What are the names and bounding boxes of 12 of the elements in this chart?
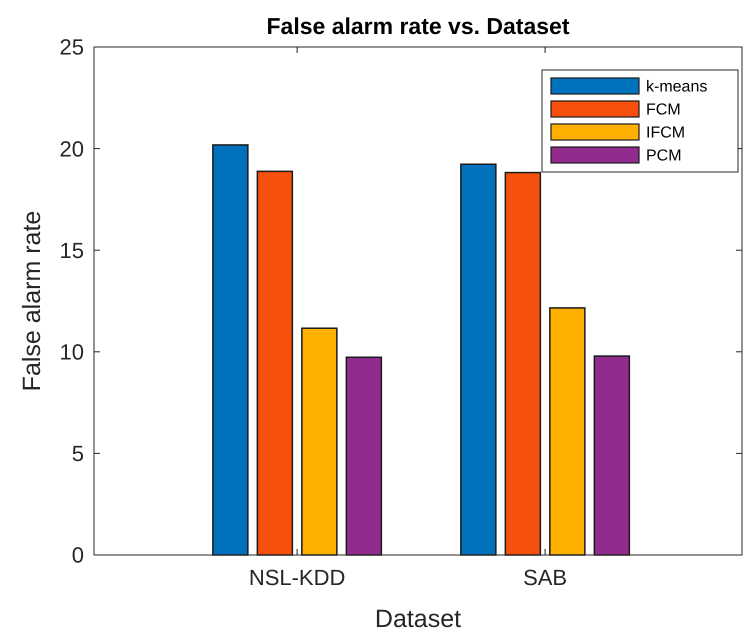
- y-axis-title: False alarm rate: [18, 210, 46, 392]
- x-tick-label: SAB: [523, 565, 568, 590]
- chart-title: False alarm rate vs. Dataset: [266, 13, 570, 39]
- y-tick-label: 0: [72, 542, 84, 568]
- x-tick-label: NSL-KDD: [248, 565, 346, 590]
- legend: k-means FCM IFCM PCM: [542, 70, 738, 172]
- y-tick-label: 10: [60, 340, 84, 364]
- y-tick-label: 20: [60, 136, 84, 162]
- x-axis-title: Dataset: [374, 605, 462, 633]
- y-tick-label: 25: [60, 34, 84, 60]
- y-tick-label: 5: [72, 441, 84, 466]
- y-tick-label: 15: [60, 238, 84, 263]
